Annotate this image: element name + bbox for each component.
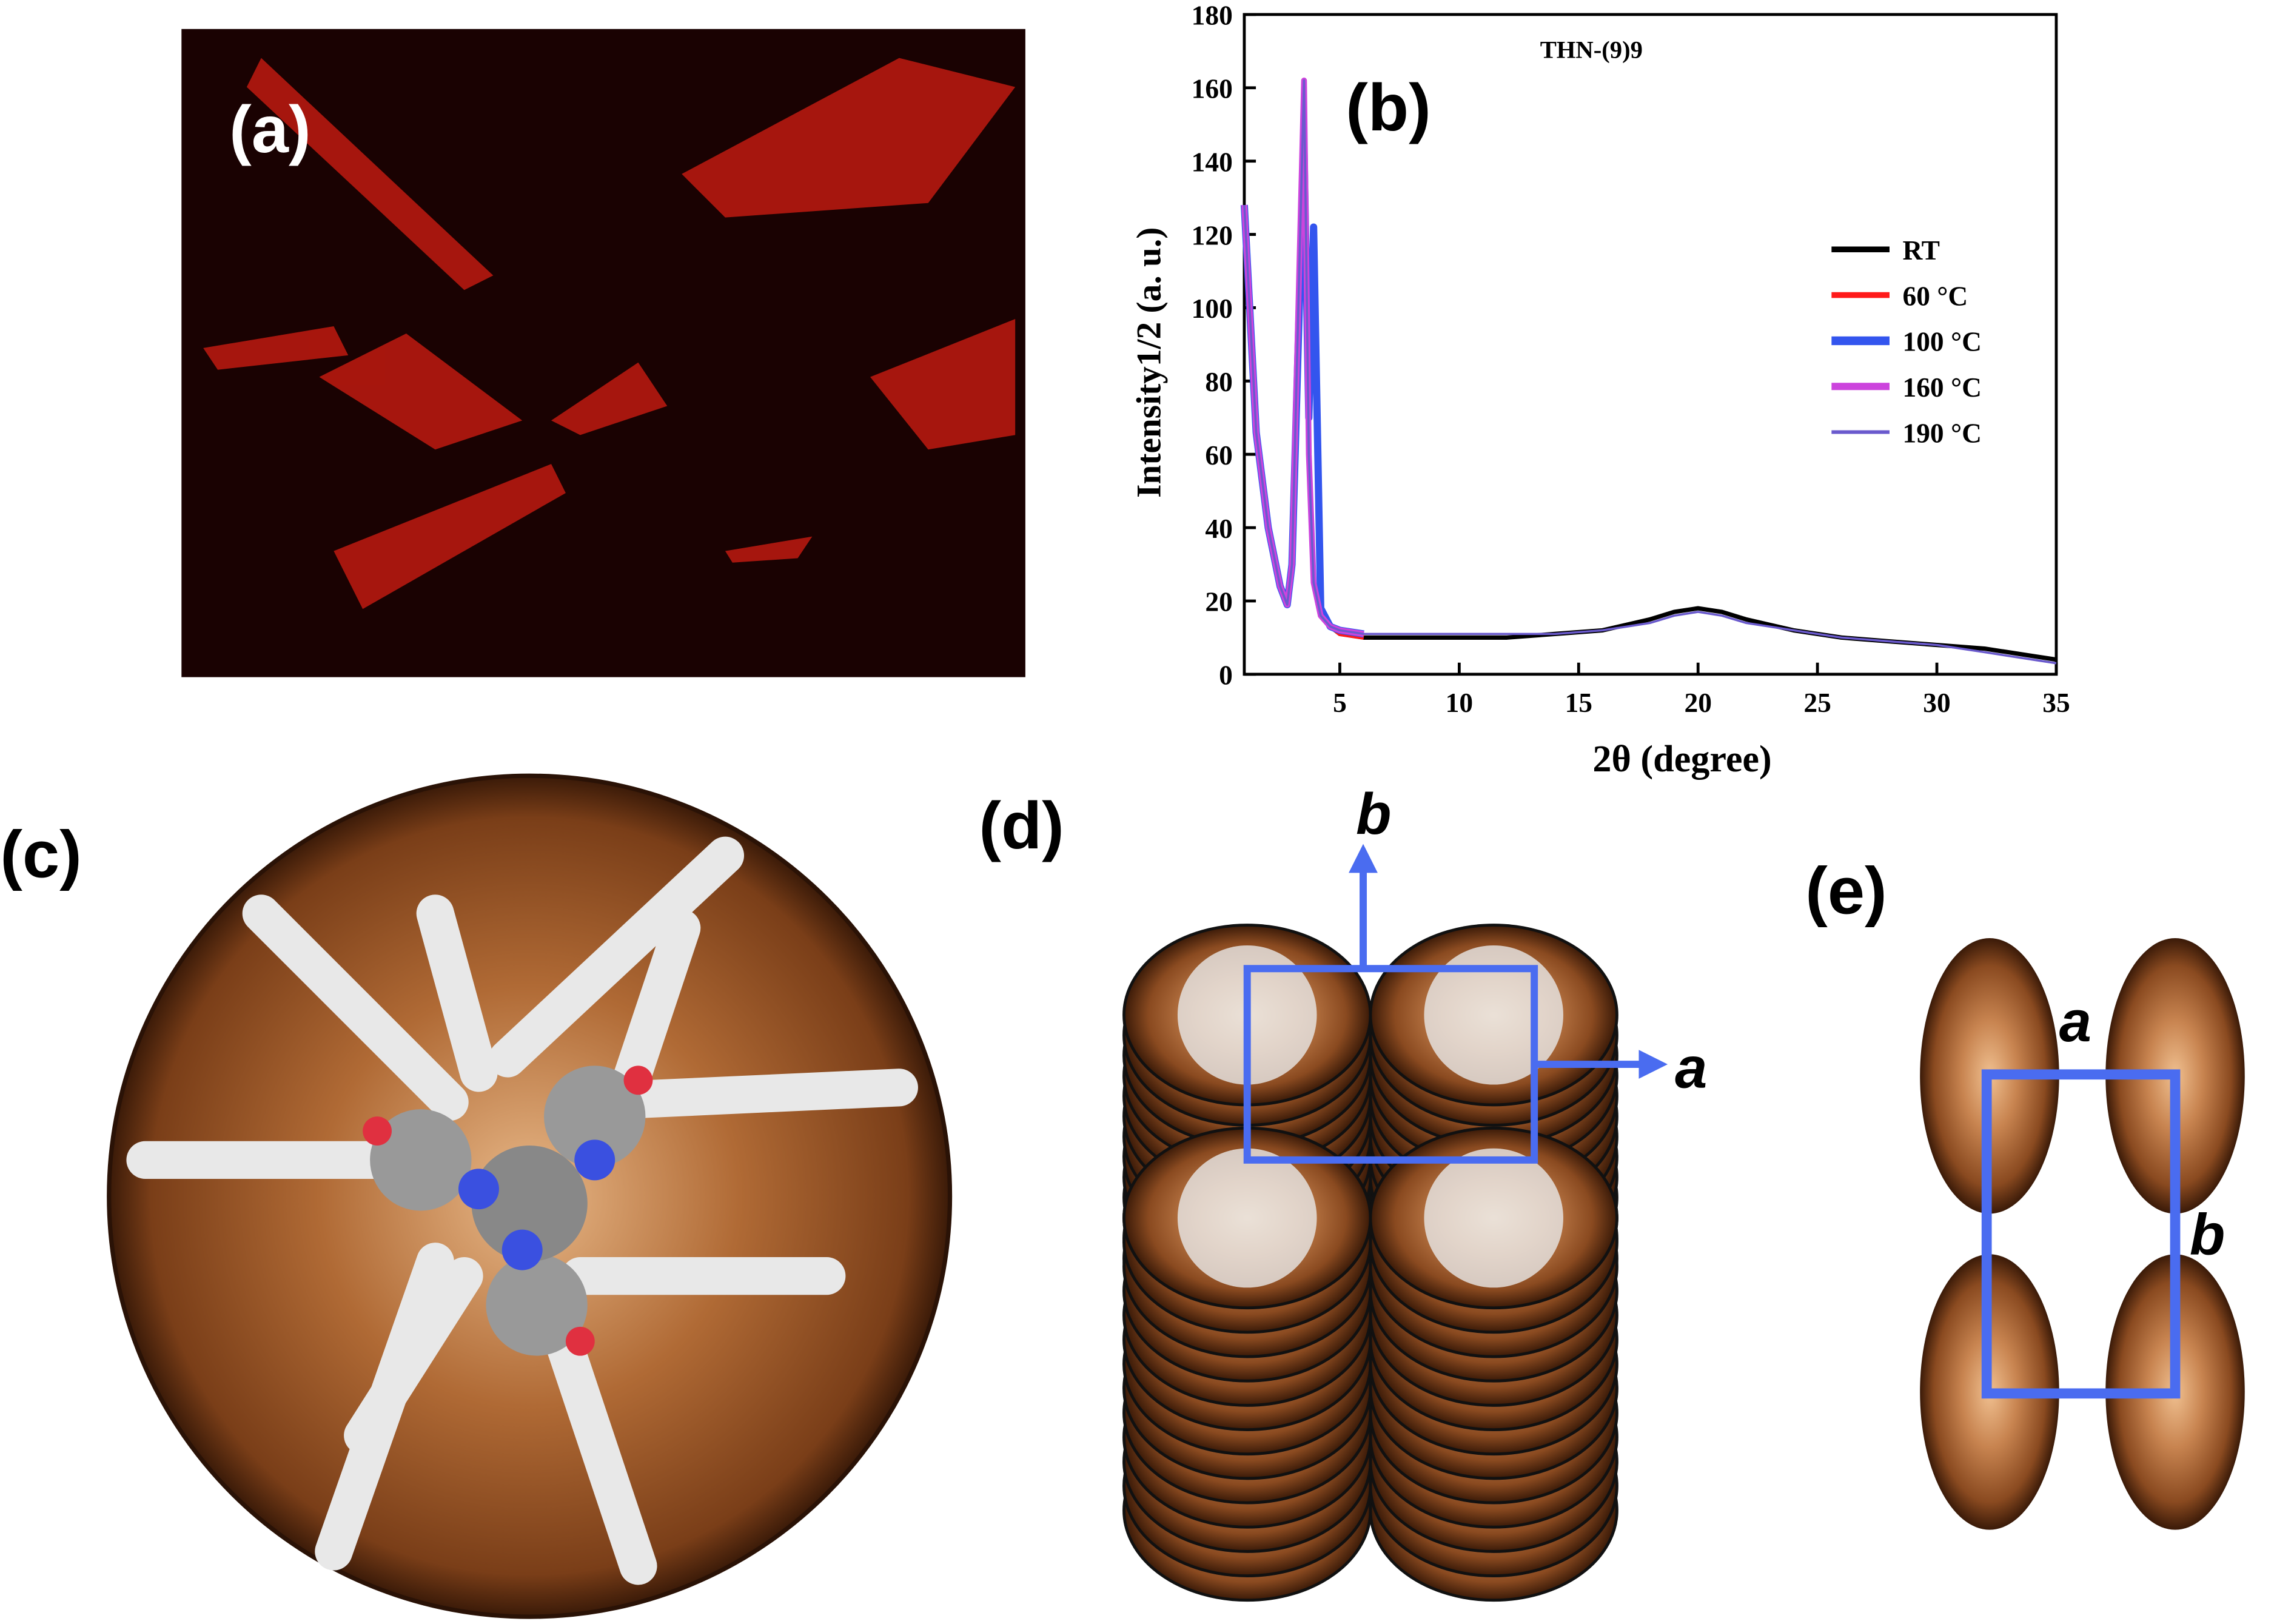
annotation: THN-(9)9 [1540, 36, 1643, 64]
y-tick-label: 140 [1192, 147, 1233, 177]
series-line [1243, 79, 2057, 665]
axis-label: b [1356, 782, 1391, 847]
x-axis-label: 2θ (degree) [1592, 739, 1771, 780]
panel-label: (b) [1346, 70, 1430, 145]
y-tick-label: 40 [1205, 514, 1232, 544]
legend-label: RT [1902, 235, 1940, 266]
x-tick-label: 25 [1803, 688, 1831, 718]
x-tick-label: 15 [1565, 688, 1592, 718]
y-tick-label: 100 [1192, 294, 1233, 324]
unit-cell [1981, 1069, 2181, 1399]
y-tick-label: 20 [1205, 587, 1232, 617]
x-tick-label: 5 [1333, 688, 1347, 718]
panel-label: (d) [979, 788, 1064, 863]
molecule [1177, 1148, 1317, 1288]
y-tick-label: 0 [1219, 660, 1233, 691]
core [363, 1065, 653, 1356]
legend-label: 60 °C [1902, 281, 1968, 311]
axis-label: b [2190, 1202, 2225, 1267]
y-tick-label: 80 [1205, 367, 1232, 397]
x-tick-label: 10 [1446, 688, 1473, 718]
y-tick-label: 180 [1192, 1, 1233, 31]
x-tick-label: 30 [1923, 688, 1950, 718]
molecule [1424, 1148, 1563, 1288]
molecule [1424, 945, 1563, 1085]
y-tick-label: 60 [1205, 440, 1232, 471]
panel-label: (e) [1805, 853, 1887, 928]
y-axis-label: Intensity1/2 (a. u.) [1130, 227, 1168, 498]
columns [1122, 924, 1618, 1602]
x-tick-label: 20 [1684, 688, 1711, 718]
legend-label: 190 °C [1902, 418, 1981, 448]
legend-label: 100 °C [1902, 327, 1981, 357]
axis-label: a [1675, 1035, 1707, 1100]
y-tick-label: 160 [1192, 74, 1233, 104]
texture [203, 58, 1016, 609]
x-tick-label: 35 [2042, 688, 2070, 718]
y-tick-label: 120 [1192, 220, 1233, 250]
panel-label: (c) [0, 817, 81, 892]
panel-label: (a) [229, 92, 310, 167]
legend-label: 160 °C [1902, 372, 1981, 403]
plot: 0 20 40 60 80 100 120 140 160 180 5 10 15 20 25 30 35 RT 6… [1192, 1, 2070, 718]
axis-label: a [2059, 989, 2091, 1054]
plot-frame [1243, 13, 2058, 676]
